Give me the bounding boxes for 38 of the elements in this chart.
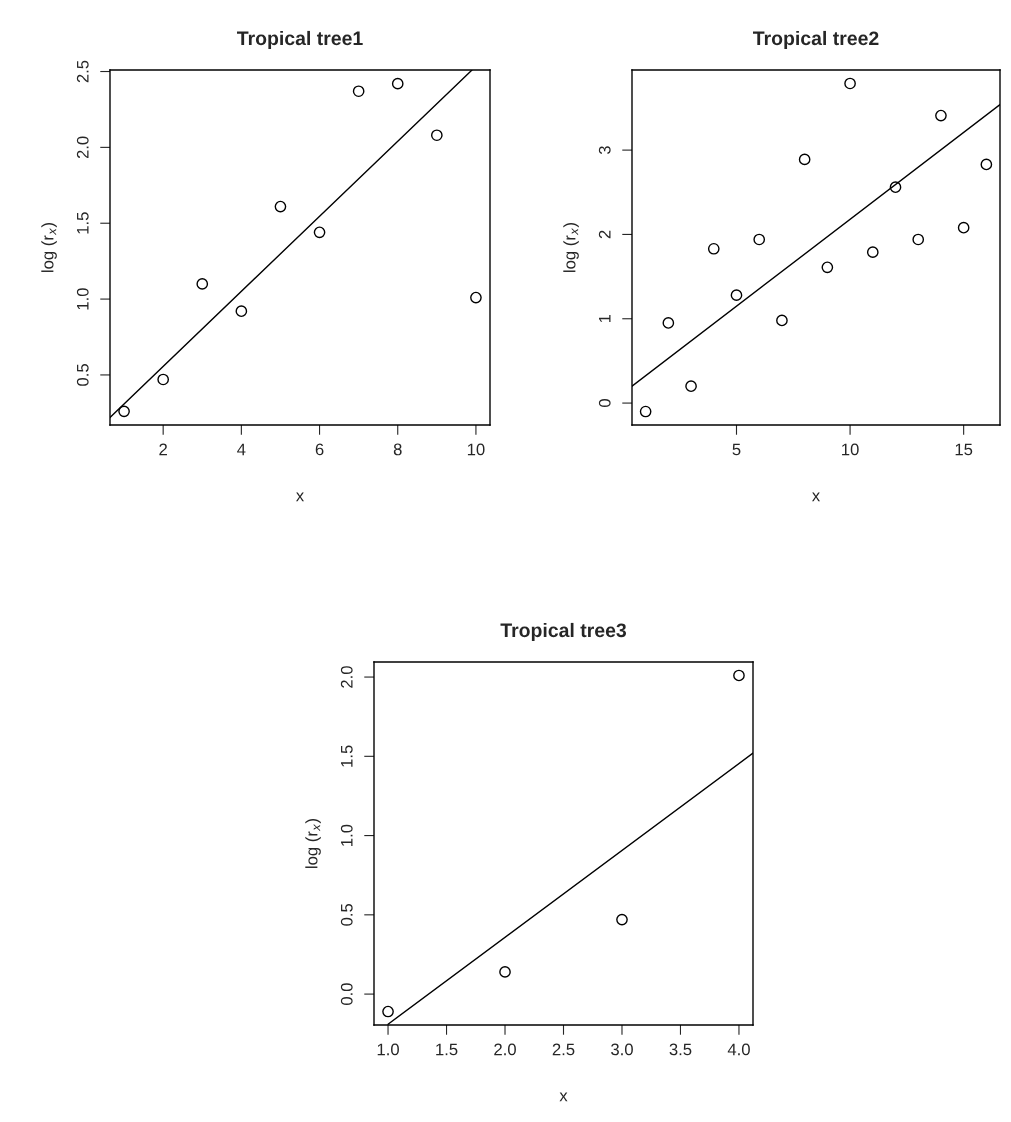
y-tick-label: 2.0 <box>76 136 89 159</box>
x-axis-title: x <box>559 1092 568 1102</box>
x-tick-label: 1.0 <box>377 1043 399 1056</box>
y-tick-label: 1.5 <box>77 212 89 234</box>
y-tick-label: 2.0 <box>340 666 353 688</box>
y-tick-label: 1.0 <box>340 824 353 846</box>
y-axis-title: log (r$_{x}$) <box>305 819 321 868</box>
y-tick-label: 1.0 <box>76 288 89 310</box>
x-tick-label: 5 <box>732 443 741 456</box>
chart-title: Tropical tree3 <box>500 622 627 642</box>
x-tick-label: 3.5 <box>669 1043 692 1056</box>
y-tick-label: 0 <box>598 399 611 408</box>
x-tick-label: 2.0 <box>494 1043 516 1056</box>
x-tick-label: 1.5 <box>436 1043 458 1056</box>
x-tick-label: 8 <box>393 443 402 456</box>
x-tick-label: 2.5 <box>552 1043 575 1056</box>
chart-title: Tropical tree2 <box>753 30 879 50</box>
x-tick-label: 4.0 <box>727 1043 750 1056</box>
y-tick-label: 1.5 <box>341 745 353 767</box>
y-tick-label: 2 <box>598 230 611 239</box>
y-tick-label: 0.5 <box>76 364 89 386</box>
x-tick-label: 4 <box>237 443 246 456</box>
y-axis-title: log (r$_{x}$) <box>563 223 579 272</box>
y-tick-label: 0.5 <box>340 903 353 926</box>
x-tick-label: 2 <box>159 443 167 456</box>
y-tick-label: 0.0 <box>340 983 353 1006</box>
y-tick-label: 2.5 <box>76 60 89 83</box>
x-axis-title: x <box>296 492 304 502</box>
x-tick-label: 3.0 <box>611 1043 633 1056</box>
y-tick-label: 1 <box>599 314 611 323</box>
x-tick-label: 10 <box>467 443 485 456</box>
x-tick-label: 10 <box>842 443 859 456</box>
x-tick-label: 6 <box>315 443 324 456</box>
chart-title: Tropical tree1 <box>237 30 363 50</box>
y-axis-title: log (r$_{x}$) <box>41 223 57 272</box>
x-tick-label: 15 <box>955 443 973 456</box>
y-tick-label: 3 <box>598 146 611 155</box>
x-axis-title: x <box>812 492 820 502</box>
